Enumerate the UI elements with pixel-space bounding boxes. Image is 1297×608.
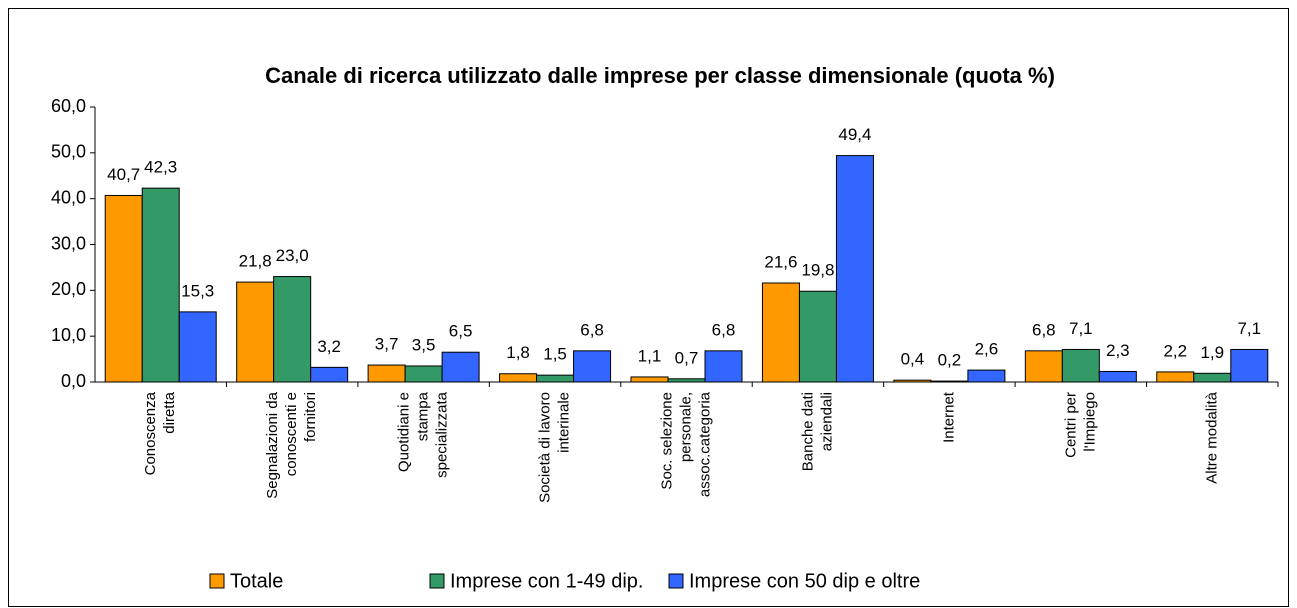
value-label: 2,6 <box>975 340 999 359</box>
value-label: 49,4 <box>838 125 871 144</box>
y-tick-label: 0,0 <box>61 371 86 391</box>
bar <box>178 311 217 383</box>
bar <box>704 350 743 383</box>
x-tick-label: Conoscenza diretta <box>142 391 178 475</box>
x-tick-label: Quotidiani e stampa specializzata <box>396 391 451 478</box>
x-tick-label: Società di lavoro interinale <box>537 392 573 503</box>
value-label: 1,9 <box>1200 343 1224 362</box>
bar <box>499 373 538 383</box>
y-tick-label: 30,0 <box>51 233 86 253</box>
bar <box>404 365 443 383</box>
value-label: 2,3 <box>1106 341 1130 360</box>
value-label: 21,6 <box>764 252 797 271</box>
legend-label: Imprese con 1-49 dip. <box>450 570 643 592</box>
bar <box>1024 350 1063 383</box>
legend-label: Totale <box>230 570 283 592</box>
legend-label: Imprese con 50 dip e oltre <box>689 570 920 592</box>
x-tick-label: Altre modalità <box>1203 391 1220 483</box>
bar <box>893 379 932 383</box>
bar <box>441 351 480 383</box>
y-tick-label: 50,0 <box>51 142 86 162</box>
value-label: 6,5 <box>449 322 473 341</box>
legend-swatch <box>429 573 445 589</box>
bar <box>573 350 612 383</box>
value-label: 19,8 <box>801 261 834 280</box>
x-tick-label: Soc. selezione personale, assoc.categoria <box>658 391 713 497</box>
bar <box>930 380 969 383</box>
bar <box>1156 371 1195 383</box>
bar <box>104 194 143 383</box>
chart-title: Canale di ricerca utilizzato dalle impre… <box>265 63 1055 88</box>
value-label: 6,8 <box>712 320 736 339</box>
bar <box>798 290 837 383</box>
value-label: 3,7 <box>375 335 399 354</box>
bar <box>236 281 275 383</box>
x-tick-label: Banche dati aziendali <box>799 392 835 471</box>
value-label: 0,2 <box>938 351 962 370</box>
bar <box>630 376 669 383</box>
legend-swatch <box>209 573 225 589</box>
value-label: 7,1 <box>1069 319 1093 338</box>
y-tick-label: 10,0 <box>51 325 86 345</box>
value-label: 6,8 <box>580 320 604 339</box>
chart-border <box>8 8 1289 607</box>
y-tick-label: 20,0 <box>51 279 86 299</box>
value-label: 0,4 <box>901 350 925 369</box>
value-label: 1,8 <box>506 343 530 362</box>
x-tick-label: Segnalazioni da conoscenti e fornitori <box>264 391 319 498</box>
value-label: 1,5 <box>543 345 567 364</box>
value-label: 0,7 <box>675 348 699 367</box>
bar <box>1098 370 1137 383</box>
value-label: 6,8 <box>1032 320 1056 339</box>
value-label: 1,1 <box>638 346 662 365</box>
bar <box>761 282 800 383</box>
bar <box>273 276 312 383</box>
bar <box>367 364 406 383</box>
value-label: 21,8 <box>239 252 272 271</box>
value-label: 7,1 <box>1237 319 1261 338</box>
bar <box>1193 372 1232 383</box>
bar <box>667 378 706 383</box>
bar <box>835 155 874 383</box>
value-label: 42,3 <box>144 158 177 177</box>
legend-swatch <box>668 573 684 589</box>
bar <box>1061 348 1100 383</box>
bar <box>141 187 180 383</box>
x-tick-label: Centri per l'Impiego <box>1062 392 1098 458</box>
value-label: 15,3 <box>181 281 214 300</box>
value-label: 3,2 <box>317 337 341 356</box>
value-label: 23,0 <box>276 246 309 265</box>
value-label: 40,7 <box>107 165 140 184</box>
value-label: 2,2 <box>1163 341 1187 360</box>
y-tick-label: 40,0 <box>51 187 86 207</box>
bar <box>536 374 575 383</box>
x-tick-label: Internet <box>940 391 957 443</box>
value-label: 3,5 <box>412 335 436 354</box>
y-tick-label: 60,0 <box>51 96 86 116</box>
bar <box>1230 348 1269 383</box>
bar <box>967 369 1006 383</box>
bar <box>310 366 349 383</box>
